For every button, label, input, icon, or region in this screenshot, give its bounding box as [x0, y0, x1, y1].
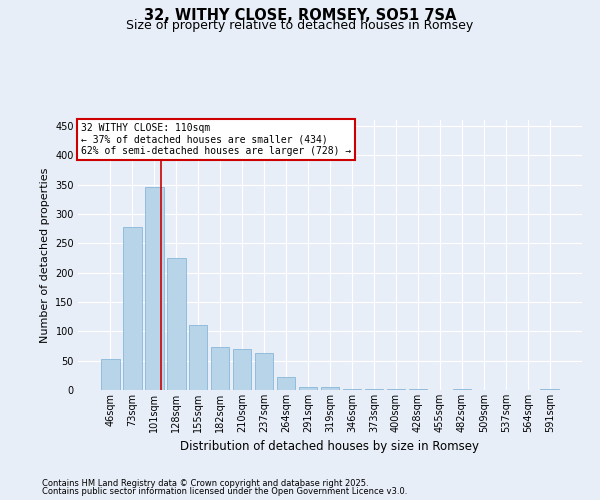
Bar: [123, 228, 142, 390]
Bar: [189, 326, 208, 390]
Text: Contains public sector information licensed under the Open Government Licence v3: Contains public sector information licen…: [42, 487, 407, 496]
Text: Contains HM Land Registry data © Crown copyright and database right 2025.: Contains HM Land Registry data © Crown c…: [42, 478, 368, 488]
Bar: [299, 387, 317, 390]
Bar: [320, 387, 340, 390]
Text: 32 WITHY CLOSE: 110sqm
← 37% of detached houses are smaller (434)
62% of semi-de: 32 WITHY CLOSE: 110sqm ← 37% of detached…: [80, 122, 351, 156]
Bar: [145, 188, 164, 390]
Bar: [255, 353, 274, 390]
X-axis label: Distribution of detached houses by size in Romsey: Distribution of detached houses by size …: [181, 440, 479, 454]
Text: 32, WITHY CLOSE, ROMSEY, SO51 7SA: 32, WITHY CLOSE, ROMSEY, SO51 7SA: [144, 8, 456, 22]
Bar: [277, 377, 295, 390]
Bar: [211, 347, 229, 390]
Bar: [101, 360, 119, 390]
Text: Size of property relative to detached houses in Romsey: Size of property relative to detached ho…: [127, 19, 473, 32]
Bar: [167, 258, 185, 390]
Bar: [233, 349, 251, 390]
Y-axis label: Number of detached properties: Number of detached properties: [40, 168, 50, 342]
